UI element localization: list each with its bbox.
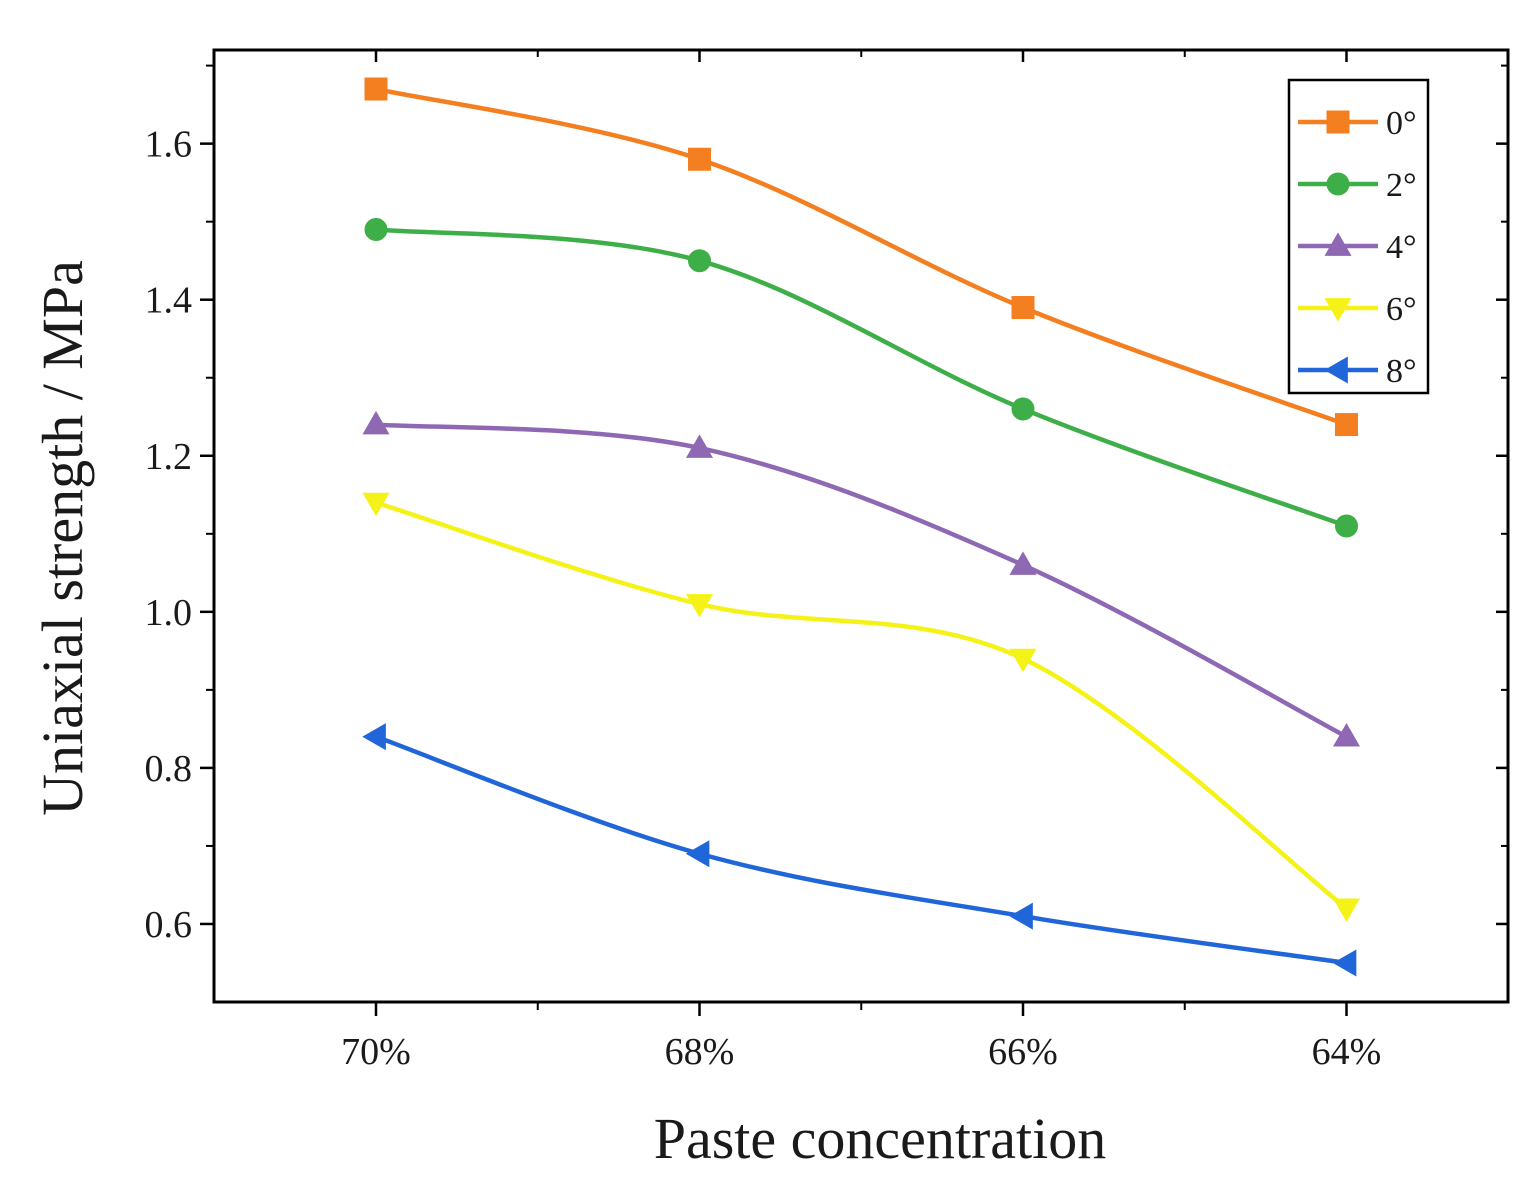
data-point — [685, 840, 710, 868]
ticks-layer: 0.6 0.8 1.0 1.2 1.4 1.6 70% 68% 66% 64% — [145, 50, 1508, 1073]
markers-layer — [362, 77, 1361, 977]
series-line-4 — [375, 734, 1347, 966]
data-point — [1009, 902, 1033, 930]
data-point — [1332, 949, 1357, 977]
legend-marker — [1326, 172, 1350, 196]
x-tick-label: 66% — [988, 1031, 1058, 1073]
legend: 0° 2° 4° 6° 8° — [1287, 78, 1430, 395]
legend-label: 8° — [1386, 353, 1417, 390]
data-point — [362, 410, 390, 435]
data-point — [1009, 648, 1037, 673]
data-point — [1335, 514, 1358, 538]
legend-marker — [1324, 232, 1352, 256]
y-tick-label: 1.2 — [145, 436, 193, 478]
series-line-2 — [375, 422, 1348, 739]
x-tick-label: 68% — [665, 1031, 735, 1073]
data-point — [688, 249, 711, 273]
legend-label: 6° — [1386, 291, 1417, 328]
y-axis-title: Uniaxial strength / MPa — [30, 260, 95, 816]
series-line-0 — [375, 86, 1348, 427]
data-point — [1335, 413, 1358, 437]
legend-box — [1287, 78, 1430, 395]
y-tick-label: 1.6 — [145, 124, 193, 166]
x-tick-label: 64% — [1312, 1031, 1382, 1073]
data-point — [362, 723, 386, 751]
data-point — [1009, 551, 1037, 575]
y-tick-label: 1.0 — [145, 592, 193, 634]
legend-label: 0° — [1386, 105, 1417, 142]
data-point — [364, 77, 388, 101]
data-point — [1011, 296, 1035, 320]
data-point — [362, 492, 390, 517]
x-axis-title: Paste concentration — [654, 1106, 1107, 1171]
y-tick-label: 0.6 — [145, 904, 193, 946]
legend-marker — [1324, 298, 1352, 322]
series-line-1 — [375, 227, 1348, 529]
y-tick-label: 1.4 — [145, 280, 193, 322]
legend-label: 2° — [1386, 167, 1417, 204]
data-point — [1332, 723, 1361, 747]
legend-marker — [1324, 356, 1348, 384]
lines-layer — [375, 86, 1348, 966]
data-point — [688, 147, 711, 171]
legend-label: 4° — [1386, 229, 1417, 266]
series-line-3 — [375, 500, 1348, 911]
data-point — [1011, 397, 1035, 421]
data-point — [685, 434, 714, 458]
x-tick-label: 70% — [341, 1031, 411, 1073]
y-tick-label: 0.8 — [145, 748, 193, 790]
data-point — [685, 594, 714, 618]
data-point — [364, 217, 388, 241]
legend-marker — [1326, 110, 1350, 134]
data-point — [1332, 898, 1361, 923]
